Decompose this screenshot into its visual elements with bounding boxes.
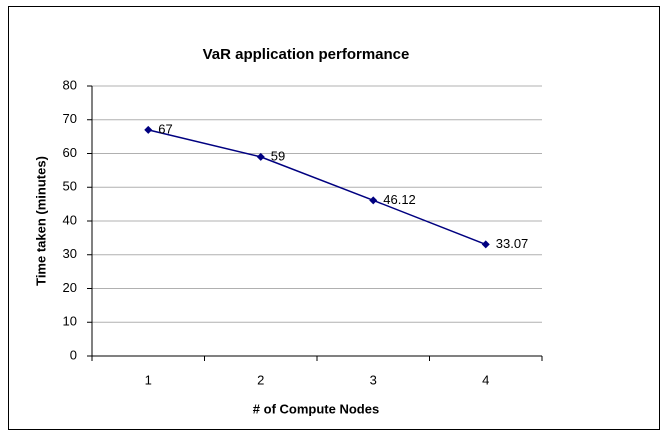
x-tick-label: 1 (145, 372, 152, 387)
y-tick-label: 20 (63, 280, 77, 295)
chart-border (8, 6, 660, 430)
x-tick-label: 4 (482, 372, 489, 387)
data-marker (144, 125, 153, 134)
y-tick-label: 60 (63, 145, 77, 160)
data-line (148, 129, 487, 246)
data-label: 59 (271, 148, 285, 163)
y-tick-label: 80 (63, 77, 77, 92)
data-marker (256, 152, 265, 161)
data-label: 33.07 (496, 236, 529, 251)
y-tick-label: 10 (63, 314, 77, 329)
data-label: 46.12 (383, 192, 416, 207)
x-axis-label: # of Compute Nodes (253, 401, 379, 416)
y-tick-label: 70 (63, 111, 77, 126)
chart-title: VaR application performance (203, 46, 410, 63)
data-marker (481, 240, 490, 249)
x-tick-label: 3 (370, 372, 377, 387)
y-tick-label: 30 (63, 246, 77, 261)
data-marker (369, 196, 378, 205)
y-tick-label: 40 (63, 212, 77, 227)
y-tick-label: 50 (63, 179, 77, 194)
y-tick-label: 0 (70, 347, 77, 362)
data-label: 67 (158, 121, 172, 136)
x-tick-label: 2 (257, 372, 264, 387)
y-axis-label: Time taken (minutes) (33, 156, 48, 286)
